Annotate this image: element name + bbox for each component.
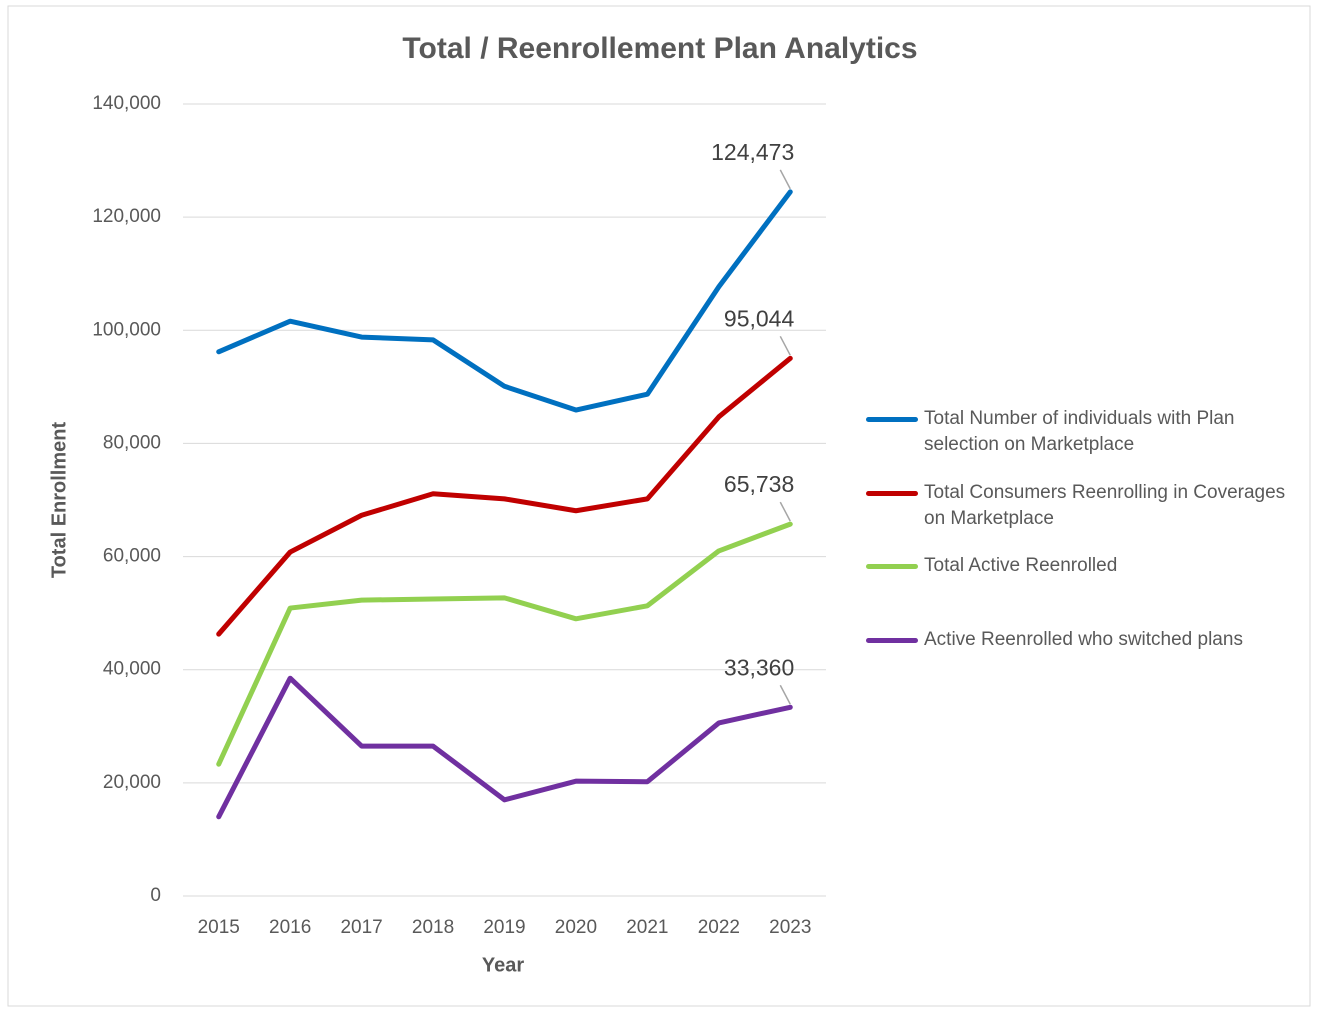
series-line	[216, 675, 793, 820]
x-tick-label: 2019	[483, 917, 525, 938]
data-label: 65,738	[724, 471, 794, 497]
y-tick-label: 140,000	[92, 93, 161, 114]
legend-swatch	[866, 638, 918, 643]
legend-item: Total Number of individuals with Plan se…	[866, 406, 1306, 458]
x-tick-label: 2016	[269, 917, 311, 938]
legend-label: Active Reenrolled who switched plans	[924, 629, 1243, 650]
x-tick-label: 2017	[340, 917, 382, 938]
y-tick-label: 100,000	[92, 319, 161, 340]
legend-swatch	[866, 491, 918, 496]
legend-swatch	[866, 417, 918, 422]
data-label: 124,473	[711, 139, 794, 165]
series-line	[216, 355, 793, 637]
y-tick-label: 60,000	[103, 546, 161, 567]
y-tick-label: 0	[150, 885, 161, 906]
x-tick-label: 2020	[555, 917, 597, 938]
chart-border	[7, 5, 1311, 1007]
legend-item: Active Reenrolled who switched plans	[866, 627, 1306, 653]
y-tick-label: 80,000	[103, 432, 161, 453]
x-tick-label: 2018	[412, 917, 454, 938]
data-label: 95,044	[724, 305, 795, 331]
leader-line	[779, 335, 791, 356]
series-line	[216, 521, 793, 767]
y-tick-label: 120,000	[92, 206, 161, 227]
legend-item: Total Active Reenrolled	[866, 553, 1306, 579]
legend-item: Total Consumers Reenrolling in Coverages…	[866, 480, 1306, 532]
chart-title: Total / Reenrollement Plan Analytics	[402, 32, 917, 65]
x-axis-label: Year	[482, 954, 524, 976]
x-tick-label: 2021	[626, 917, 668, 938]
x-tick-label: 2023	[769, 917, 811, 938]
x-tick-label: 2022	[698, 917, 740, 938]
data-label: 33,360	[724, 654, 794, 680]
legend-label: Total Consumers Reenrolling in Coverages…	[924, 482, 1286, 529]
legend-label: Total Active Reenrolled	[924, 555, 1118, 576]
legend-label: Total Number of individuals with Plan se…	[924, 408, 1235, 455]
y-tick-label: 40,000	[103, 659, 161, 680]
x-tick-label: 2015	[198, 917, 240, 938]
leader-line	[779, 169, 791, 190]
y-tick-label: 20,000	[103, 772, 161, 793]
leader-line	[779, 684, 791, 705]
legend-swatch	[866, 564, 918, 569]
leader-line	[779, 501, 791, 522]
series-line	[216, 189, 793, 413]
y-axis-label: Total Enrollment	[48, 422, 70, 579]
